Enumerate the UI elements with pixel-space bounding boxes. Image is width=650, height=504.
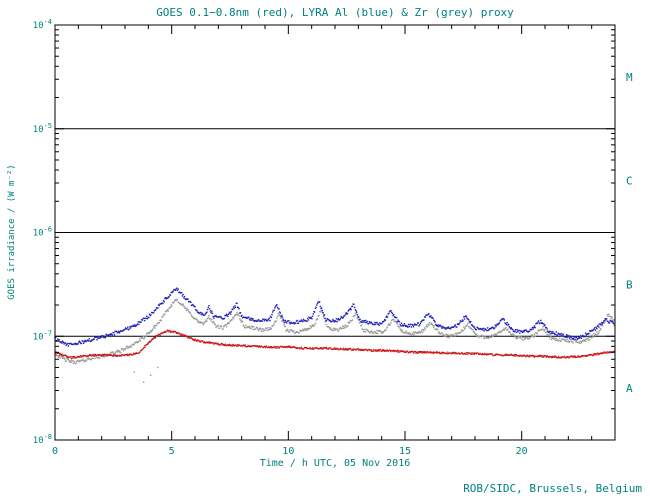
chart-title: GOES 0.1−0.8nm (red), LYRA Al (blue) & Z… — [156, 6, 514, 19]
flare-class-label-C: C — [626, 175, 633, 188]
flare-class-threshold-lines — [55, 128, 615, 337]
x-tick-label: 20 — [516, 446, 528, 457]
y-tick-label: 10-5 — [33, 122, 52, 135]
y-tick-label: 10-6 — [33, 226, 52, 239]
y-tick-label: 10-8 — [33, 433, 52, 446]
y-axis-label: GOES irradiance / (W m⁻²) — [7, 164, 17, 299]
series-lyra-zr-proxy — [54, 298, 615, 383]
x-axis-tick-labels: 0 5 10 15 20 — [52, 446, 528, 457]
data-points-layer — [54, 287, 616, 383]
flare-class-label-M: M — [626, 71, 633, 84]
x-axis-label: Time / h UTC, 05 Nov 2016 — [260, 458, 411, 469]
y-axis-tick-labels: 10-4 10-5 10-6 10-7 10-8 — [33, 18, 52, 446]
y-tick-label: 10-4 — [33, 18, 52, 31]
flare-class-label-B: B — [626, 278, 633, 291]
series-lyra-al-proxy — [54, 287, 615, 347]
x-tick-label: 15 — [399, 446, 411, 457]
flare-class-labels: M C B A — [626, 71, 633, 395]
axis-ticks — [54, 24, 616, 441]
series-goes-0-1-0-8nm — [54, 329, 616, 360]
credit-label: ROB/SIDC, Brussels, Belgium — [463, 482, 642, 495]
flare-class-label-A: A — [626, 382, 633, 395]
x-tick-label: 0 — [52, 446, 58, 457]
y-tick-label: 10-7 — [33, 329, 52, 342]
x-tick-label: 5 — [169, 446, 175, 457]
x-tick-label: 10 — [282, 446, 294, 457]
